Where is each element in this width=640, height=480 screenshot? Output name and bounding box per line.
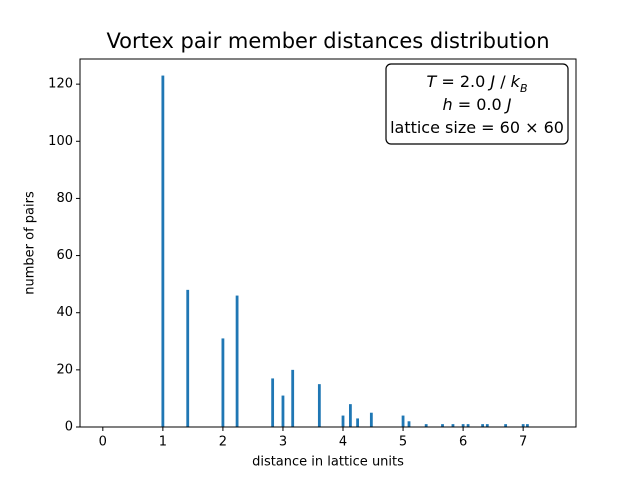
bar [526, 424, 529, 427]
bar [424, 424, 428, 427]
annotation-text: B [520, 82, 528, 95]
annotation-text: = 0.0 [453, 95, 507, 114]
annotation-text: h [443, 95, 453, 114]
annotation-line: T = 2.0 J / kB [427, 72, 528, 95]
y-tick-label: 80 [56, 191, 73, 206]
plot-frame [79, 58, 577, 428]
annotation-text: / [495, 72, 511, 91]
annotation-text: = 2.0 [436, 72, 490, 91]
bar [271, 378, 275, 427]
x-tick-label: 7 [519, 435, 527, 450]
bar [341, 415, 345, 427]
annotation-text: k [511, 72, 521, 91]
y-tick-label: 120 [48, 77, 73, 92]
bar [161, 75, 165, 428]
annotation-text: J [487, 72, 495, 91]
x-tick-label: 3 [279, 435, 287, 450]
y-tick-label: 0 [65, 420, 73, 435]
bar [317, 384, 321, 427]
bar [407, 421, 411, 427]
bar [235, 295, 239, 427]
bar [401, 415, 405, 427]
bar [451, 424, 455, 427]
bar [186, 289, 190, 427]
bar [504, 424, 508, 427]
x-tick-label: 5 [399, 435, 407, 450]
bar [485, 424, 489, 427]
bar [281, 395, 285, 427]
y-tick-label: 40 [56, 305, 73, 320]
bar [221, 338, 225, 427]
annotation-line: lattice size = 60 × 60 [390, 118, 564, 137]
bar [466, 424, 470, 427]
bar [521, 424, 525, 427]
chart-title: Vortex pair member distances distributio… [106, 29, 549, 53]
x-tick-label: 1 [159, 435, 167, 450]
annotation-line: h = 0.0 J [443, 95, 512, 114]
y-tick-label: 60 [56, 248, 73, 263]
y-axis-label: number of pairs [23, 191, 38, 295]
bar [356, 418, 360, 427]
x-axis-label: distance in lattice units [252, 455, 404, 470]
bar [481, 424, 485, 427]
bar [348, 404, 352, 427]
x-tick-label: 0 [99, 435, 107, 450]
x-tick-label: 2 [219, 435, 227, 450]
annotation-text: T [427, 72, 438, 91]
bar [369, 412, 373, 427]
bar [461, 424, 465, 427]
bar [291, 369, 295, 427]
annotation-text: J [504, 95, 512, 114]
annotation-text: lattice size = 60 × 60 [390, 118, 564, 137]
x-tick-label: 6 [459, 435, 467, 450]
x-tick-label: 4 [339, 435, 347, 450]
y-tick-label: 20 [56, 362, 73, 377]
bar [441, 424, 444, 427]
y-tick-label: 100 [48, 134, 73, 149]
annotation-box [385, 63, 569, 145]
